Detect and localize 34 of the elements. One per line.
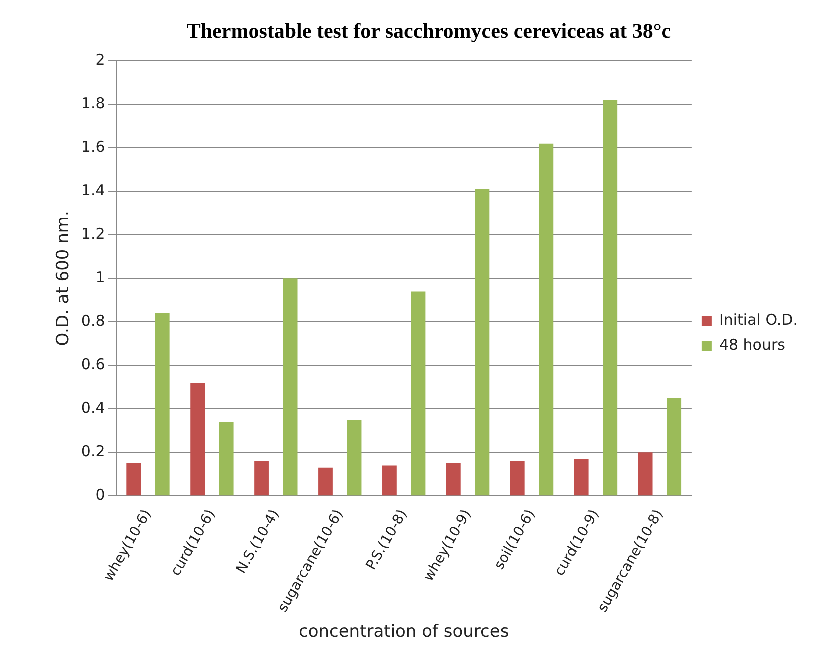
bar: [382, 466, 397, 496]
bar: [126, 464, 142, 496]
y-tick-label: 0.2: [81, 442, 106, 461]
x-axis-title: concentration of sources: [298, 622, 510, 642]
y-tick-label: 0.8: [81, 312, 106, 330]
bar: [446, 464, 461, 496]
y-tick-label: 1.4: [81, 182, 106, 200]
bar: [219, 422, 234, 496]
bar: [510, 461, 525, 496]
bar: [318, 468, 333, 496]
bar: [475, 190, 490, 496]
bar: [411, 292, 426, 496]
bar: [347, 420, 362, 496]
y-tick-label: 1.2: [81, 225, 106, 244]
chart-title: Thermostable test for sacchromyces cereviceas at 38°c: [186, 19, 672, 44]
y-tick-label: 0.6: [81, 356, 106, 374]
bar: [574, 459, 589, 496]
bar: [539, 144, 554, 496]
y-axis-title: O.D. at 600 nm.: [54, 211, 74, 346]
y-tick-label: 1: [96, 268, 106, 287]
bar: [254, 461, 269, 496]
bar: [638, 452, 653, 496]
y-tick-label: 0.4: [81, 399, 106, 418]
y-tick-label: 0: [96, 486, 106, 504]
y-tick-label: 1.6: [81, 138, 106, 156]
bar: [603, 100, 618, 496]
y-tick-label: 1.8: [81, 94, 106, 113]
legend-label: 48 hours: [719, 336, 786, 354]
bar: [283, 278, 298, 496]
bar: [155, 313, 170, 496]
legend-label: Initial O.D.: [719, 310, 798, 329]
y-tick-label: 2: [96, 51, 106, 70]
bar: [667, 398, 682, 496]
bar: [190, 383, 206, 496]
